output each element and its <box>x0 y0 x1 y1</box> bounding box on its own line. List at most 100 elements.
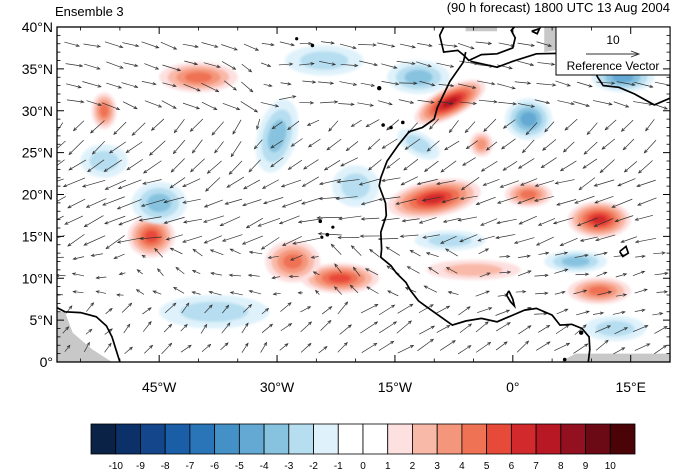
wind-vector-76 <box>337 301 349 315</box>
wind-vector-18 <box>417 338 434 352</box>
colorbar-label-15: 5 <box>484 461 490 471</box>
wind-vector-87 <box>556 308 569 315</box>
wind-vector-237 <box>442 218 460 223</box>
anomaly-contour-12-4 <box>520 111 537 127</box>
wind-vector-287 <box>205 177 221 192</box>
wind-vector-389 <box>386 119 400 131</box>
wind-vector-477 <box>298 62 315 66</box>
wind-vector-163 <box>209 249 224 256</box>
wind-vector-260 <box>281 199 303 208</box>
wind-vector-374 <box>89 120 105 134</box>
wind-vector-230 <box>297 218 323 224</box>
wind-vector-508 <box>299 41 313 46</box>
wind-vector-48 <box>396 320 412 334</box>
lon-tick-label-3: 0° <box>506 379 519 395</box>
wind-vector-382 <box>256 118 261 130</box>
wind-vector-206 <box>440 236 457 244</box>
wind-vector-89 <box>592 311 605 315</box>
wind-vector-207 <box>459 234 478 243</box>
colorbar-box-5 <box>214 423 240 455</box>
wind-vector-465 <box>65 63 84 68</box>
wind-vector-352 <box>270 140 283 149</box>
wind-vector-395 <box>502 119 516 129</box>
wind-vector-403 <box>66 99 85 104</box>
wind-vector-387 <box>350 119 362 127</box>
wind-vector-351 <box>253 139 263 150</box>
wind-vector-40 <box>241 322 249 334</box>
wind-vector-223 <box>163 216 185 224</box>
wind-vector-216 <box>634 237 656 244</box>
wind-vector-333 <box>502 160 518 171</box>
wind-vector-281 <box>81 179 106 188</box>
wind-vector-257 <box>224 198 243 205</box>
wind-vector-462 <box>616 81 636 87</box>
wind-vector-97 <box>135 289 145 295</box>
wind-vector-179 <box>538 251 550 255</box>
wind-vector-46 <box>360 321 379 334</box>
colorbar-box-3 <box>164 423 191 455</box>
wind-vector-221 <box>118 215 142 226</box>
wind-vector-504 <box>221 44 238 51</box>
wind-vector-314 <box>126 158 143 171</box>
wind-vector-211 <box>535 236 554 246</box>
colorbar-box-12 <box>387 423 413 455</box>
wind-vector-59 <box>614 327 629 335</box>
wind-vector-137 <box>312 271 320 276</box>
wind-vector-245 <box>593 218 614 227</box>
missing-region-3 <box>559 353 670 362</box>
wind-vector-283 <box>117 179 142 190</box>
colorbar-label-14: 4 <box>459 461 465 471</box>
wind-vector-50 <box>436 325 451 333</box>
wind-vector-156 <box>72 256 85 261</box>
wind-vector-279 <box>57 178 64 182</box>
wind-vector-265 <box>378 196 401 201</box>
wind-vector-107 <box>333 286 342 295</box>
wind-vector-323 <box>303 159 319 170</box>
wind-vector-213 <box>579 236 598 242</box>
wind-vector-151 <box>596 271 608 277</box>
colorbar-label-10: 0 <box>360 461 366 471</box>
colorbar-label-20: 10 <box>605 461 617 471</box>
wind-vector-458 <box>536 83 557 87</box>
wind-vector-37 <box>180 323 188 332</box>
wind-vector-442 <box>223 80 237 91</box>
wind-vector-136 <box>288 274 299 279</box>
wind-vector-319 <box>228 160 243 175</box>
wind-vector-224 <box>182 218 203 224</box>
anomaly-contour-4-5 <box>144 230 159 243</box>
anomaly-contour-7-6 <box>591 215 607 225</box>
wind-vector-397 <box>544 121 555 133</box>
wind-vector-380 <box>211 121 224 136</box>
wind-vector-131 <box>191 270 201 275</box>
lon-tick-label-0: 45°W <box>142 379 177 395</box>
wind-vector-420 <box>398 99 415 104</box>
wind-vector-246 <box>614 215 634 223</box>
wind-vector-133 <box>228 273 242 277</box>
colorbar-label-2: -8 <box>161 461 170 471</box>
wind-vector-218 <box>64 215 84 225</box>
wind-vector-200 <box>317 232 342 236</box>
wind-vector-402 <box>645 119 655 132</box>
wind-vector-451 <box>399 81 418 85</box>
wind-vector-201 <box>337 236 360 240</box>
anomaly-contour-20-3 <box>561 256 590 267</box>
wind-vector-335 <box>540 157 557 169</box>
wind-vector-32 <box>85 328 93 335</box>
wind-vector-353 <box>290 138 303 147</box>
reference-vector-magnitude: 10 <box>606 33 620 47</box>
wind-vector-225 <box>202 215 225 223</box>
wind-vector-53 <box>496 322 511 332</box>
wind-vector-452 <box>419 80 436 87</box>
wind-vector-413 <box>260 102 280 108</box>
lat-tick-label-3: 25°N <box>22 145 53 161</box>
wind-vector-75 <box>321 306 333 315</box>
wind-vector-228 <box>257 218 281 227</box>
wind-vector-478 <box>319 61 337 66</box>
wind-vector-292 <box>301 176 319 187</box>
wind-vector-475 <box>260 62 272 67</box>
wind-vector-220 <box>104 215 126 225</box>
wind-vector-268 <box>441 197 459 203</box>
island-capeverde-4 <box>320 235 324 239</box>
island-bioko <box>578 330 584 335</box>
wind-vector-34 <box>123 323 131 334</box>
